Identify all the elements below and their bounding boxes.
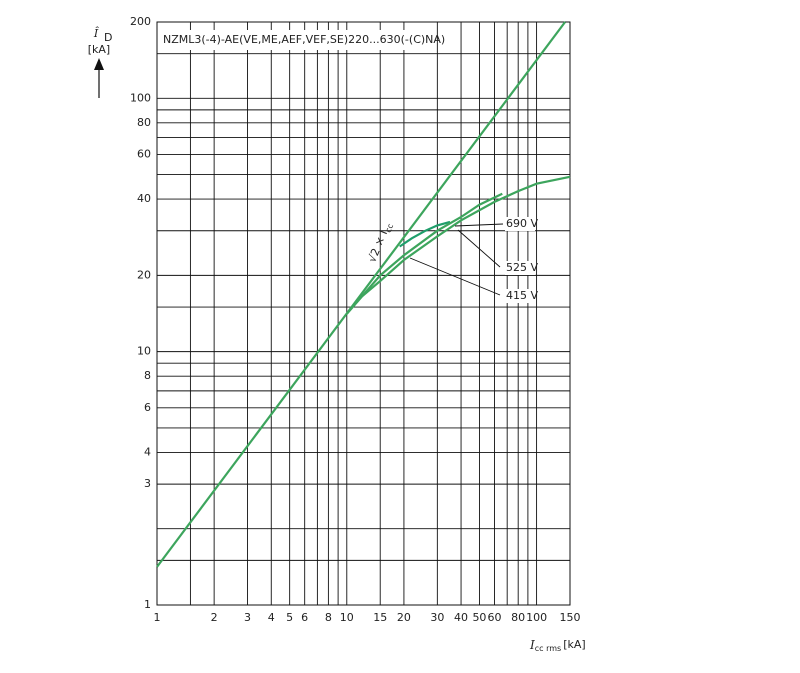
leader-line (454, 223, 504, 227)
series-label: 690 V (506, 217, 538, 230)
x-tick-label: 3 (244, 611, 251, 624)
y-label-symbol: Î (93, 26, 99, 40)
y-tick-label: 1 (144, 598, 151, 611)
y-tick-label: 6 (144, 401, 151, 414)
y-tick-label: 60 (137, 147, 151, 160)
plot-frame (156, 21, 571, 606)
leader-line (409, 257, 501, 296)
x-tick-label: 30 (430, 611, 444, 624)
label-bg (505, 289, 535, 303)
x-tick-label: 150 (560, 611, 581, 624)
x-tick-label: 5 (286, 611, 293, 624)
y-arrow-head (94, 58, 104, 70)
label-bg (505, 217, 535, 231)
y-tick-label: 100 (130, 91, 151, 104)
x-tick-label: 80 (511, 611, 525, 624)
series-line (345, 175, 571, 315)
series-line (399, 220, 451, 248)
y-tick-label: 4 (144, 445, 151, 458)
y-tick-label: 10 (137, 345, 151, 358)
chart-title: NZML3(-4)-AE(VE,ME,AEF,VEF,SE)220...630(… (163, 33, 445, 46)
y-tick-label: 8 (144, 369, 151, 382)
y-label-sub: D (104, 31, 112, 44)
y-tick-label: 20 (137, 268, 151, 281)
series-label: 525 V (506, 261, 538, 274)
x-tick-label: 20 (397, 611, 411, 624)
x-tick-label: 2 (211, 611, 218, 624)
y-tick-label: 3 (144, 477, 151, 490)
x-tick-label: 50 (472, 611, 486, 624)
y-tick-label: 80 (137, 116, 151, 129)
x-tick-label: 1 (154, 611, 161, 624)
title-box (158, 30, 408, 50)
x-label-symbol: I (529, 638, 535, 652)
x-label-sub: cc rms (535, 644, 561, 653)
x-label: Icc rms [kA] (529, 638, 586, 653)
series-line (156, 21, 566, 568)
leader-line (457, 229, 501, 268)
x-tick-label: 4 (268, 611, 275, 624)
x-tick-label: 60 (487, 611, 501, 624)
x-tick-label: 40 (454, 611, 468, 624)
x-tick-label: 6 (301, 611, 308, 624)
y-tick-label: 40 (137, 192, 151, 205)
y-tick-label: 200 (130, 15, 151, 28)
x-tick-label: 100 (526, 611, 547, 624)
x-tick-label: 10 (340, 611, 354, 624)
series-label: 415 V (506, 289, 538, 302)
x-tick-label: 15 (373, 611, 387, 624)
y-label-unit: [kA] (88, 43, 110, 56)
x-label-unit: [kA] (563, 638, 585, 651)
series-label-sub: cc (383, 222, 395, 234)
x-tick-label: 8 (325, 611, 332, 624)
label-bg (505, 261, 535, 275)
